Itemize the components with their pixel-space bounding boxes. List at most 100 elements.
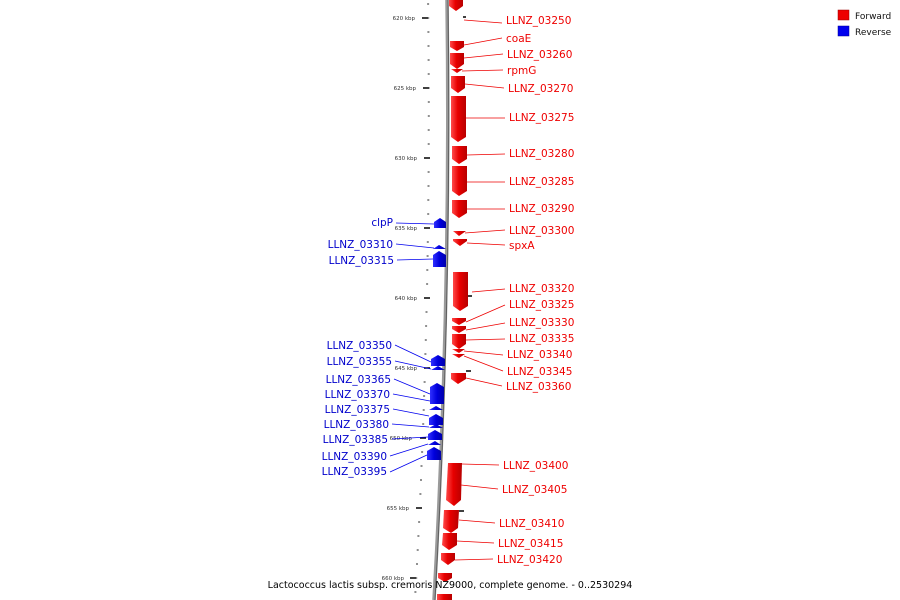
gene-label: LLNZ_03330 [509,317,574,329]
tick-650: 650 kbp [390,436,426,442]
gene-forward-LLNZ_03345[interactable]: LLNZ_03345 [452,354,572,378]
gene-label: LLNZ_03420 [497,554,562,566]
gene-forward-LLNZ_03250[interactable]: LLNZ_03250 [449,0,571,27]
backbone-line [432,0,450,600]
gene-label: LLNZ_03270 [508,83,573,95]
gene-forward-LLNZ_03330[interactable]: LLNZ_03330 [452,317,574,333]
gene-label: LLNZ_03325 [509,299,574,311]
gene-label: LLNZ_03275 [509,112,574,124]
gene-forward-LLNZ_03360[interactable]: LLNZ_03360 [451,370,571,393]
gene-label: LLNZ_03340 [507,349,572,361]
gene-label: LLNZ_03410 [499,518,564,530]
gene-label: spxA [509,240,535,252]
legend-item-forward: Forward [837,9,891,22]
tick-660: 660 kbp [382,576,416,582]
tick-label: 640 kbp [395,296,418,302]
gene-reverse-LLNZ_03395[interactable]: LLNZ_03395 [322,447,441,478]
gene-forward-LLNZ_03285[interactable]: LLNZ_03285 [452,166,574,196]
gene-reverse-LLNZ_03355[interactable]: LLNZ_03355 [327,356,445,370]
gene-reverse-LLNZ_03375[interactable]: LLNZ_03375 [325,404,443,425]
gene-label: LLNZ_03280 [509,148,574,160]
tick-label: 635 kbp [395,226,418,232]
gene-label: LLNZ_03285 [509,176,574,188]
gene-label: LLNZ_03365 [326,374,391,386]
legend-swatch-forward [837,9,850,21]
gene-label: LLNZ_03375 [325,404,390,416]
gene-forward-unlabeled[interactable] [437,573,452,600]
gene-label: rpmG [507,65,536,77]
gene-forward-LLNZ_03260[interactable]: LLNZ_03260 [450,49,572,69]
gene-forward-LLNZ_03415[interactable]: LLNZ_03415 [442,533,563,550]
gene-forward-spxA[interactable]: spxA [453,239,535,252]
gene-forward-LLNZ_03340[interactable]: LLNZ_03340 [452,349,572,361]
gene-forward-LLNZ_03280[interactable]: LLNZ_03280 [452,146,574,164]
tick-label: 655 kbp [387,506,410,512]
gene-reverse-clpP[interactable]: clpP [371,217,446,229]
gene-reverse-LLNZ_03380[interactable]: LLNZ_03380 [324,419,443,431]
tick-645: 645 kbp [395,366,430,372]
gene-label: clpP [371,217,393,229]
gene-label: LLNZ_03355 [327,356,392,368]
gene-label: LLNZ_03385 [323,434,388,446]
tick-620: 620 kbp [393,16,428,22]
legend-label: Forward [855,12,891,22]
gene-label: LLNZ_03390 [322,451,387,463]
backbone-line-core [434,0,450,600]
gene-reverse-LLNZ_03365[interactable]: LLNZ_03365 [326,374,444,404]
gene-label: LLNZ_03400 [503,460,568,472]
gene-forward-LLNZ_03410[interactable]: LLNZ_03410 [443,510,564,533]
gene-label: coaE [506,33,531,45]
genome-caption: Lactococcus lactis subsp. cremoris NZ900… [268,580,633,591]
tick-label: 620 kbp [393,16,416,22]
tick-640: 640 kbp [395,296,430,302]
gene-reverse-LLNZ_03310[interactable]: LLNZ_03310 [328,239,446,251]
gene-label: LLNZ_03260 [507,49,572,61]
legend-item-reverse: Reverse [837,25,892,38]
gene-reverse-LLNZ_03390[interactable]: LLNZ_03390 [322,441,441,463]
gene-forward-LLNZ_03300[interactable]: LLNZ_03300 [453,225,574,237]
gene-label: LLNZ_03415 [498,538,563,550]
tick-label: 650 kbp [390,436,413,442]
gene-forward-LLNZ_03420[interactable]: LLNZ_03420 [441,553,562,566]
gene-label: LLNZ_03310 [328,239,393,251]
legend-label: Reverse [855,28,892,38]
gene-forward-LLNZ_03290[interactable]: LLNZ_03290 [452,200,574,218]
gene-label: LLNZ_03345 [507,366,572,378]
gene-forward-LLNZ_03320[interactable]: LLNZ_03320 [453,272,574,311]
gene-reverse-LLNZ_03350[interactable]: LLNZ_03350 [327,340,445,366]
gene-label: LLNZ_03335 [509,333,574,345]
gene-forward-LLNZ_03405[interactable]: LLNZ_03405 [460,484,567,496]
tick-label: 625 kbp [394,86,417,92]
gene-label: LLNZ_03370 [325,389,390,401]
legend-swatch-reverse [837,25,850,37]
tick-label: 645 kbp [395,366,418,372]
gene-label: LLNZ_03360 [506,381,571,393]
gene-forward-LLNZ_03270[interactable]: LLNZ_03270 [451,76,573,95]
tick-625: 625 kbp [394,86,429,92]
gene-forward-LLNZ_03325[interactable]: LLNZ_03325 [452,299,574,325]
gene-label: LLNZ_03380 [324,419,389,431]
tick-655: 655 kbp [387,506,422,512]
tick-label: 630 kbp [395,156,418,162]
gene-label: LLNZ_03350 [327,340,392,352]
gene-label: LLNZ_03405 [502,484,567,496]
gene-forward-LLNZ_03400[interactable]: LLNZ_03400 [446,460,568,506]
tick-630: 630 kbp [395,156,430,162]
gene-label: LLNZ_03315 [329,255,394,267]
gene-label: LLNZ_03300 [509,225,574,237]
gene-label: LLNZ_03395 [322,466,387,478]
gene-label: LLNZ_03290 [509,203,574,215]
tick-635: 635 kbp [395,226,430,232]
legend: Forward Reverse [837,9,892,38]
gene-forward-LLNZ_03335[interactable]: LLNZ_03335 [452,333,574,349]
gene-label: LLNZ_03250 [506,15,571,27]
gene-label: LLNZ_03320 [509,283,574,295]
gene-forward-rpmG[interactable]: rpmG [451,65,536,77]
gene-forward-coaE[interactable]: coaE [450,33,531,51]
gene-forward-LLNZ_03275[interactable]: LLNZ_03275 [451,96,574,142]
gene-reverse-LLNZ_03370[interactable]: LLNZ_03370 [325,389,443,410]
gene-reverse-LLNZ_03315[interactable]: LLNZ_03315 [329,251,446,267]
gene-reverse-LLNZ_03385[interactable]: LLNZ_03385 [323,430,442,446]
